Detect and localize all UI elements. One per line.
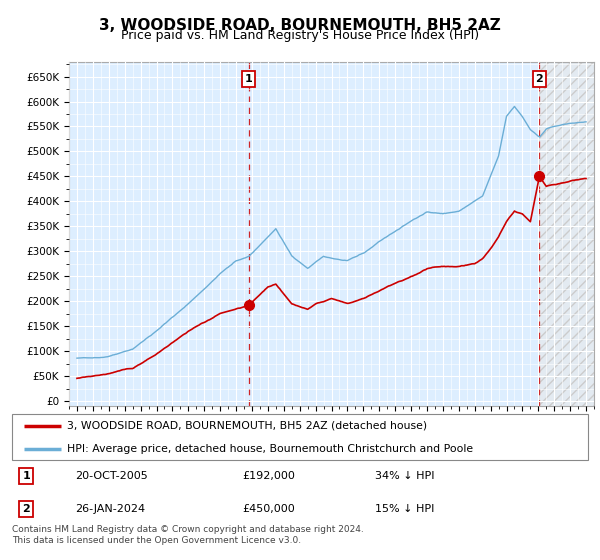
Text: £450,000: £450,000 [242, 504, 295, 514]
Text: 15% ↓ HPI: 15% ↓ HPI [375, 504, 434, 514]
Text: 3, WOODSIDE ROAD, BOURNEMOUTH, BH5 2AZ (detached house): 3, WOODSIDE ROAD, BOURNEMOUTH, BH5 2AZ (… [67, 421, 427, 431]
Text: HPI: Average price, detached house, Bournemouth Christchurch and Poole: HPI: Average price, detached house, Bour… [67, 444, 473, 454]
Text: Price paid vs. HM Land Registry's House Price Index (HPI): Price paid vs. HM Land Registry's House … [121, 29, 479, 42]
Text: 2: 2 [23, 504, 30, 514]
Text: 3, WOODSIDE ROAD, BOURNEMOUTH, BH5 2AZ: 3, WOODSIDE ROAD, BOURNEMOUTH, BH5 2AZ [99, 18, 501, 33]
Text: £192,000: £192,000 [242, 471, 295, 481]
Text: 2: 2 [536, 74, 544, 84]
Text: 20-OCT-2005: 20-OCT-2005 [76, 471, 148, 481]
FancyBboxPatch shape [12, 414, 588, 460]
Text: 1: 1 [23, 471, 30, 481]
Text: Contains HM Land Registry data © Crown copyright and database right 2024.
This d: Contains HM Land Registry data © Crown c… [12, 525, 364, 545]
Text: 1: 1 [245, 74, 253, 84]
Text: 34% ↓ HPI: 34% ↓ HPI [375, 471, 434, 481]
Text: 26-JAN-2024: 26-JAN-2024 [76, 504, 145, 514]
